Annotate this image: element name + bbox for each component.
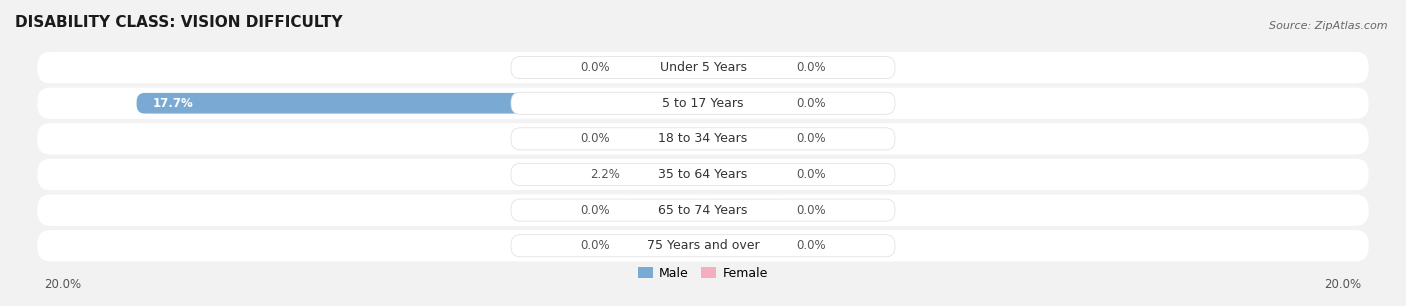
Text: 75 Years and over: 75 Years and over	[647, 239, 759, 252]
FancyBboxPatch shape	[703, 235, 783, 256]
Text: 0.0%: 0.0%	[796, 61, 825, 74]
FancyBboxPatch shape	[510, 163, 896, 185]
FancyBboxPatch shape	[510, 92, 896, 114]
Text: 65 to 74 Years: 65 to 74 Years	[658, 203, 748, 217]
Text: 35 to 64 Years: 35 to 64 Years	[658, 168, 748, 181]
FancyBboxPatch shape	[38, 52, 1368, 83]
FancyBboxPatch shape	[703, 200, 783, 220]
FancyBboxPatch shape	[623, 57, 703, 78]
Text: 0.0%: 0.0%	[796, 168, 825, 181]
FancyBboxPatch shape	[510, 199, 896, 221]
FancyBboxPatch shape	[703, 93, 783, 114]
Text: 0.0%: 0.0%	[581, 61, 610, 74]
Text: 2.2%: 2.2%	[591, 168, 620, 181]
FancyBboxPatch shape	[510, 235, 896, 257]
FancyBboxPatch shape	[38, 159, 1368, 190]
Text: 18 to 34 Years: 18 to 34 Years	[658, 132, 748, 145]
Text: 0.0%: 0.0%	[581, 132, 610, 145]
FancyBboxPatch shape	[623, 129, 703, 149]
FancyBboxPatch shape	[38, 230, 1368, 261]
Legend: Male, Female: Male, Female	[633, 262, 773, 285]
FancyBboxPatch shape	[623, 235, 703, 256]
FancyBboxPatch shape	[38, 88, 1368, 119]
FancyBboxPatch shape	[623, 200, 703, 220]
FancyBboxPatch shape	[510, 57, 896, 79]
Text: Under 5 Years: Under 5 Years	[659, 61, 747, 74]
FancyBboxPatch shape	[703, 164, 783, 185]
FancyBboxPatch shape	[703, 57, 783, 78]
Text: 0.0%: 0.0%	[796, 132, 825, 145]
Text: 0.0%: 0.0%	[796, 239, 825, 252]
Text: 0.0%: 0.0%	[796, 203, 825, 217]
Text: 0.0%: 0.0%	[581, 239, 610, 252]
Text: 0.0%: 0.0%	[581, 203, 610, 217]
Text: 17.7%: 17.7%	[153, 97, 194, 110]
Text: Source: ZipAtlas.com: Source: ZipAtlas.com	[1270, 21, 1388, 32]
Text: 0.0%: 0.0%	[796, 97, 825, 110]
FancyBboxPatch shape	[38, 123, 1368, 155]
FancyBboxPatch shape	[38, 194, 1368, 226]
FancyBboxPatch shape	[510, 128, 896, 150]
FancyBboxPatch shape	[703, 129, 783, 149]
Text: 5 to 17 Years: 5 to 17 Years	[662, 97, 744, 110]
FancyBboxPatch shape	[136, 93, 703, 114]
FancyBboxPatch shape	[633, 164, 703, 185]
Text: DISABILITY CLASS: VISION DIFFICULTY: DISABILITY CLASS: VISION DIFFICULTY	[15, 15, 343, 30]
